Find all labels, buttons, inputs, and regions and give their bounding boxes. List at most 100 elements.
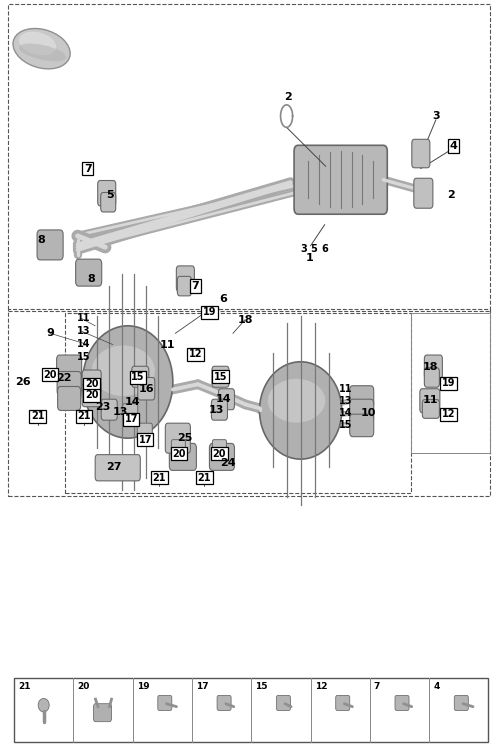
FancyBboxPatch shape	[98, 181, 116, 206]
Text: 13: 13	[209, 405, 224, 416]
FancyBboxPatch shape	[169, 443, 196, 470]
Text: 12: 12	[442, 409, 455, 419]
FancyBboxPatch shape	[422, 400, 439, 418]
Ellipse shape	[13, 28, 70, 69]
FancyBboxPatch shape	[217, 695, 231, 710]
Text: 22: 22	[57, 373, 72, 383]
Text: 26: 26	[15, 377, 31, 387]
FancyBboxPatch shape	[211, 399, 227, 420]
Text: 21: 21	[18, 682, 31, 691]
FancyBboxPatch shape	[57, 355, 82, 379]
Text: 21: 21	[31, 411, 44, 422]
Text: 5: 5	[106, 189, 114, 200]
Text: 8: 8	[87, 273, 95, 284]
Text: 15: 15	[255, 682, 268, 691]
Bar	[8, 4, 490, 311]
Text: 7: 7	[191, 281, 199, 291]
Text: 2: 2	[447, 189, 455, 200]
Text: 12: 12	[189, 349, 202, 360]
FancyBboxPatch shape	[218, 389, 234, 410]
Text: 11: 11	[160, 339, 175, 350]
FancyBboxPatch shape	[424, 355, 442, 379]
FancyBboxPatch shape	[212, 366, 229, 387]
Text: 6: 6	[219, 294, 227, 304]
FancyBboxPatch shape	[76, 259, 102, 286]
Ellipse shape	[38, 698, 49, 712]
FancyBboxPatch shape	[57, 372, 81, 395]
Bar	[14, 678, 488, 742]
Text: 18: 18	[423, 362, 438, 372]
FancyBboxPatch shape	[123, 404, 138, 422]
Text: 3: 3	[432, 111, 440, 121]
FancyBboxPatch shape	[212, 440, 226, 458]
FancyBboxPatch shape	[177, 276, 191, 296]
Text: 14: 14	[124, 397, 140, 407]
Ellipse shape	[19, 31, 56, 55]
Text: 20: 20	[77, 682, 90, 691]
Text: 13: 13	[78, 326, 91, 336]
Text: 14: 14	[216, 394, 232, 404]
Text: 11: 11	[78, 313, 91, 324]
Text: 21: 21	[153, 473, 166, 483]
Text: 27: 27	[107, 461, 122, 472]
Bar	[65, 313, 411, 493]
Text: 24: 24	[220, 458, 236, 468]
Text: 19: 19	[442, 378, 455, 389]
FancyBboxPatch shape	[176, 266, 194, 291]
Ellipse shape	[268, 379, 325, 422]
Text: 23: 23	[95, 402, 110, 413]
Text: 20: 20	[85, 379, 98, 389]
FancyBboxPatch shape	[412, 139, 430, 168]
Text: 18: 18	[238, 315, 253, 325]
Text: 10: 10	[361, 407, 376, 418]
Ellipse shape	[92, 345, 155, 396]
FancyBboxPatch shape	[209, 443, 234, 470]
FancyBboxPatch shape	[171, 440, 185, 458]
Text: 15: 15	[214, 372, 227, 382]
Text: 21: 21	[78, 411, 91, 422]
FancyBboxPatch shape	[101, 399, 117, 420]
Text: 16: 16	[138, 383, 154, 394]
Text: 8: 8	[37, 234, 45, 245]
Text: 15: 15	[78, 351, 91, 362]
FancyBboxPatch shape	[277, 695, 291, 710]
FancyBboxPatch shape	[414, 178, 433, 208]
Text: 20: 20	[213, 449, 226, 459]
FancyBboxPatch shape	[350, 399, 374, 422]
FancyBboxPatch shape	[58, 386, 81, 410]
Text: 13: 13	[339, 396, 352, 407]
Ellipse shape	[260, 362, 342, 459]
FancyBboxPatch shape	[132, 366, 149, 387]
Text: 4: 4	[449, 141, 457, 151]
Bar	[8, 309, 490, 496]
FancyBboxPatch shape	[424, 368, 439, 387]
Text: 2: 2	[284, 92, 292, 103]
FancyBboxPatch shape	[101, 192, 116, 212]
FancyBboxPatch shape	[137, 423, 152, 441]
Text: 20: 20	[172, 449, 185, 459]
FancyBboxPatch shape	[94, 704, 112, 722]
Text: 9: 9	[46, 328, 54, 339]
Ellipse shape	[83, 326, 173, 438]
Text: 15: 15	[339, 419, 352, 430]
Bar	[411, 313, 490, 453]
Text: 20: 20	[44, 369, 57, 380]
Text: 1: 1	[306, 253, 314, 264]
Text: 19: 19	[203, 307, 216, 318]
Text: 14: 14	[339, 407, 352, 418]
FancyBboxPatch shape	[138, 377, 155, 400]
Text: 11: 11	[339, 384, 352, 395]
Text: 6: 6	[321, 243, 328, 254]
Text: 13: 13	[113, 407, 128, 417]
Text: 4: 4	[433, 682, 439, 691]
Text: 17: 17	[125, 414, 138, 425]
Ellipse shape	[19, 43, 66, 61]
FancyBboxPatch shape	[420, 389, 440, 413]
Text: 7: 7	[374, 682, 380, 691]
FancyBboxPatch shape	[294, 145, 387, 214]
FancyBboxPatch shape	[82, 383, 101, 407]
FancyBboxPatch shape	[37, 230, 63, 260]
FancyBboxPatch shape	[350, 414, 374, 437]
FancyBboxPatch shape	[336, 695, 350, 710]
Text: 11: 11	[423, 395, 438, 405]
